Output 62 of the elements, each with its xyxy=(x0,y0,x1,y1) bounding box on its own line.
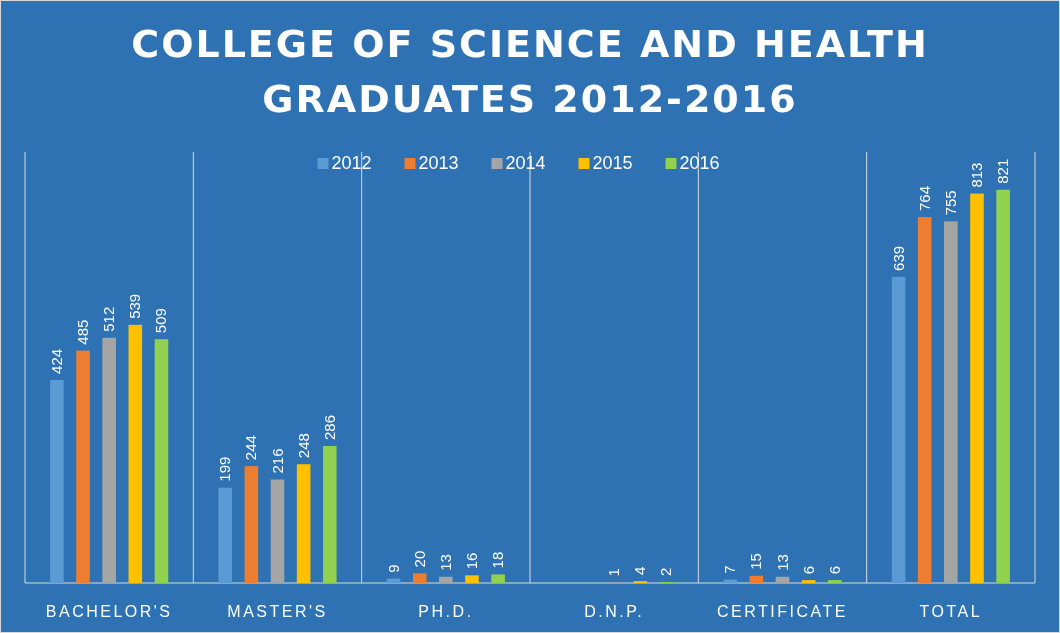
data-label: 1 xyxy=(605,568,623,577)
data-label: 639 xyxy=(889,245,907,271)
bar xyxy=(996,189,1010,583)
data-label: 764 xyxy=(915,186,933,212)
data-label: 7 xyxy=(721,565,739,574)
bar xyxy=(465,575,479,583)
bar xyxy=(723,579,738,583)
bar xyxy=(218,487,233,583)
data-label: 509 xyxy=(152,308,170,334)
data-label: 6 xyxy=(799,565,817,575)
x-tick-label: PH.D. xyxy=(418,603,474,620)
x-tick-label: CERTIFICATE xyxy=(717,603,848,620)
data-label: 821 xyxy=(994,158,1012,184)
bar xyxy=(944,221,958,583)
legend-label: 2015 xyxy=(592,152,633,173)
bar xyxy=(244,466,259,583)
data-label: 9 xyxy=(384,564,402,573)
x-tick-label: TOTAL xyxy=(919,603,983,620)
bar xyxy=(102,337,116,583)
bar xyxy=(76,350,90,583)
data-label: 216 xyxy=(268,448,286,474)
x-tick-label: BACHELOR'S xyxy=(45,603,173,620)
bar xyxy=(50,379,64,583)
data-label: 13 xyxy=(773,554,791,571)
bar xyxy=(801,580,816,583)
data-label: 2 xyxy=(657,567,675,577)
bar xyxy=(296,464,311,583)
data-label: 244 xyxy=(242,435,260,461)
data-label: 18 xyxy=(489,551,507,569)
data-label: 286 xyxy=(320,414,338,441)
data-label: 248 xyxy=(294,433,312,459)
data-label: 15 xyxy=(747,553,765,570)
data-label: 813 xyxy=(967,162,985,188)
bar xyxy=(970,193,984,583)
chart-title: COLLEGE OF SCIENCE AND HEALTH GRADUATES 2012-2016 xyxy=(131,22,929,121)
data-label: 13 xyxy=(436,554,454,571)
bar xyxy=(891,276,906,583)
data-label: 16 xyxy=(462,552,480,570)
x-tick-label: D.N.P. xyxy=(584,603,645,620)
bar xyxy=(154,339,169,583)
data-label: 539 xyxy=(126,293,144,319)
data-label: 4 xyxy=(631,566,649,576)
data-label: 755 xyxy=(941,190,959,216)
bar xyxy=(412,573,427,583)
bar xyxy=(270,479,285,583)
bar xyxy=(491,574,505,583)
bar xyxy=(775,576,790,583)
legend-label: 2013 xyxy=(418,152,459,173)
bar xyxy=(749,575,764,583)
bar xyxy=(917,217,932,583)
bar xyxy=(128,324,143,583)
bar xyxy=(322,446,337,583)
bar xyxy=(827,580,842,583)
data-label: 424 xyxy=(47,348,65,374)
bar xyxy=(439,576,453,583)
legend-label: 2014 xyxy=(505,152,546,173)
data-label: 6 xyxy=(825,565,843,575)
data-label: 199 xyxy=(216,456,234,482)
data-label: 20 xyxy=(410,550,428,568)
x-tick-label: MASTER'S xyxy=(227,603,328,620)
data-label: 485 xyxy=(74,319,92,345)
data-label: 512 xyxy=(100,306,118,332)
